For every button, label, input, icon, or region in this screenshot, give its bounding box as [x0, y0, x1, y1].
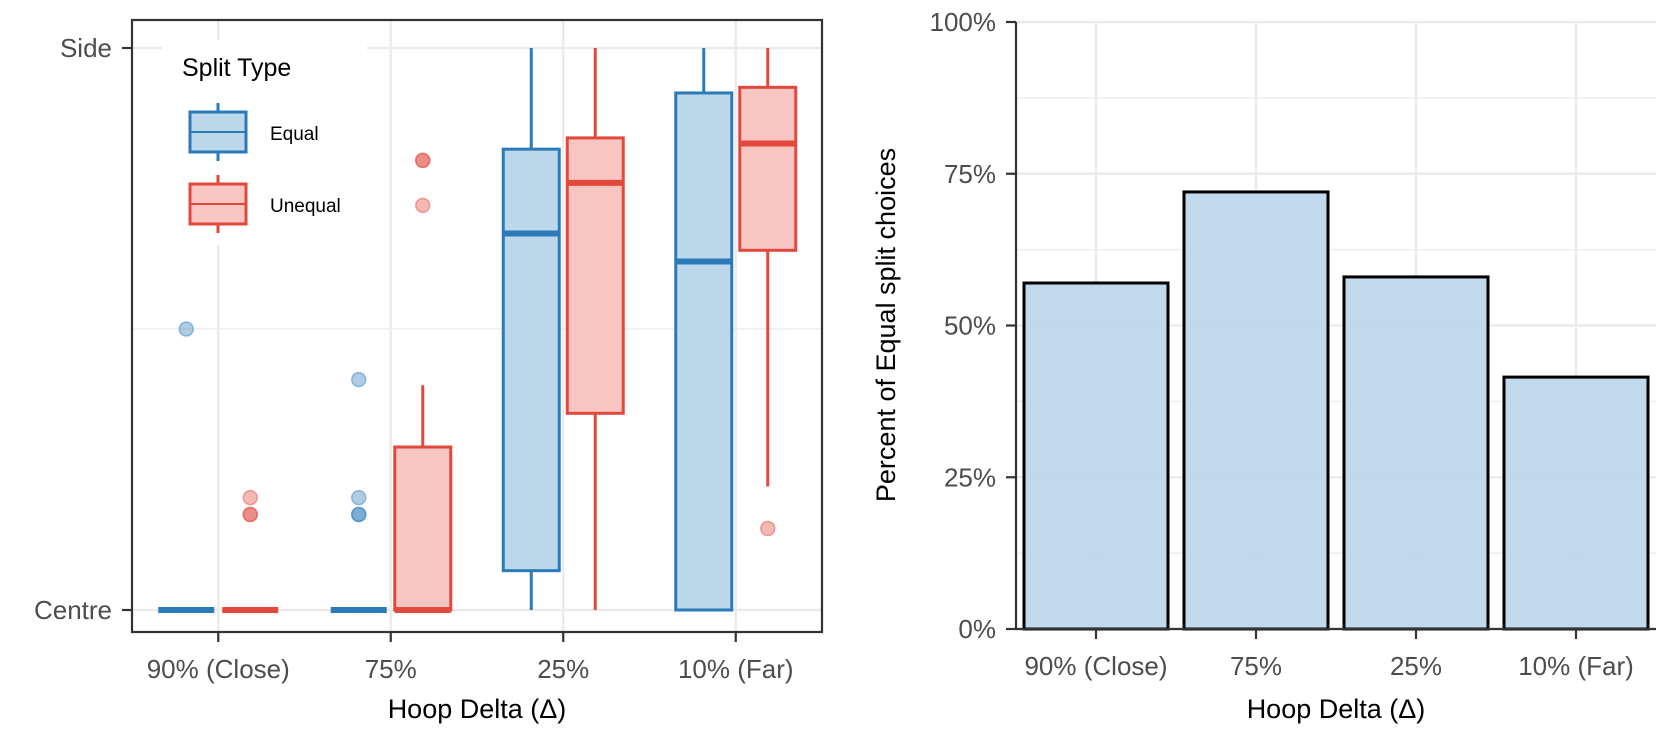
- outlier-equal-75-1: [351, 489, 367, 506]
- outlier-unequal-90-close-1: [242, 506, 258, 523]
- bar-chart: 0% 25% 50% 75% 100% 90% (Close) 75% 25% 10% (Far…: [871, 7, 1656, 724]
- box-body-equal-10-far: [674, 91, 734, 612]
- bar-marks: [1022, 190, 1650, 631]
- bar-y-tick-label-75: 75%: [944, 159, 996, 189]
- x-tick-label-10-far: 10% (Far): [678, 654, 794, 684]
- box-body-unequal-25: [565, 136, 625, 415]
- outlier-unequal-75-2: [415, 197, 431, 214]
- bar-y-tick-label-50: 50%: [944, 311, 996, 341]
- box-unequal-25: [565, 48, 625, 610]
- outlier-unequal-75-0: [415, 152, 431, 169]
- box-unequal-75: [393, 152, 453, 613]
- x-tick-label-90-close: 90% (Close): [147, 654, 290, 684]
- bar-y-axis-title: Percent of Equal split choices: [871, 148, 901, 502]
- box-body-equal-25: [501, 147, 561, 573]
- legend-label-equal: Equal: [270, 124, 319, 145]
- bar-x-tick-label-10-far: 10% (Far): [1518, 651, 1634, 681]
- bar-25: [1342, 275, 1490, 631]
- legend-key-equal: [188, 103, 248, 161]
- outlier-unequal-75-1: [415, 152, 431, 169]
- bar-y-tick-label-0: 0%: [958, 614, 996, 644]
- box-body-unequal-10-far: [738, 85, 798, 252]
- boxplot-legend: Split Type Equal Unequal: [162, 40, 367, 245]
- boxplot-frame: [130, 18, 824, 634]
- box-unequal-10-far: [738, 48, 798, 537]
- bar-10-far: [1502, 375, 1650, 631]
- outlier-equal-75-2: [351, 506, 367, 523]
- bar-90-close: [1022, 281, 1170, 631]
- boxplot-axes: Centre Side 90% (Close) 75% 25% 10% (Far): [34, 33, 794, 684]
- y-tick-label-side: Side: [60, 33, 112, 63]
- box-equal-75: [330, 371, 387, 613]
- outlier-unequal-10-far-0: [760, 520, 776, 537]
- x-tick-label-25: 25%: [537, 654, 589, 684]
- outlier-equal-75-0: [351, 371, 367, 388]
- x-tick-label-75: 75%: [365, 654, 417, 684]
- bar-x-tick-label-25: 25%: [1390, 651, 1442, 681]
- bar-y-tick-label-100: 100%: [930, 7, 997, 37]
- bar-y-tick-label-25: 25%: [944, 462, 996, 492]
- outlier-equal-90-close-0: [178, 321, 194, 337]
- outlier-unequal-90-close-2: [242, 506, 258, 523]
- bar-axes: 0% 25% 50% 75% 100% 90% (Close) 75% 25% 10% (Far…: [930, 7, 1656, 681]
- box-equal-25: [501, 48, 561, 610]
- legend-keys: [188, 103, 248, 233]
- boxplot-x-axis-title: Hoop Delta (Δ): [388, 694, 567, 724]
- bar-x-tick-label-90-close: 90% (Close): [1024, 651, 1167, 681]
- legend-key-unequal: [188, 175, 248, 233]
- bar-75: [1182, 190, 1330, 631]
- box-unequal-90-close: [222, 489, 279, 613]
- box-body-unequal-75: [393, 445, 453, 612]
- y-tick-label-centre: Centre: [34, 595, 112, 625]
- outlier-equal-75-3: [351, 506, 367, 523]
- box-equal-10-far: [674, 48, 734, 612]
- boxplot-chart: Split Type Equal Unequal Centre Side 90% (…: [34, 18, 824, 724]
- legend-title: Split Type: [182, 54, 291, 82]
- outlier-unequal-90-close-0: [242, 489, 258, 506]
- bar-x-tick-label-75: 75%: [1230, 651, 1282, 681]
- legend-label-unequal: Unequal: [270, 196, 341, 217]
- box-equal-90-close: [158, 321, 215, 613]
- bar-x-axis-title: Hoop Delta (Δ): [1247, 694, 1426, 724]
- boxplot-marks: [158, 48, 798, 613]
